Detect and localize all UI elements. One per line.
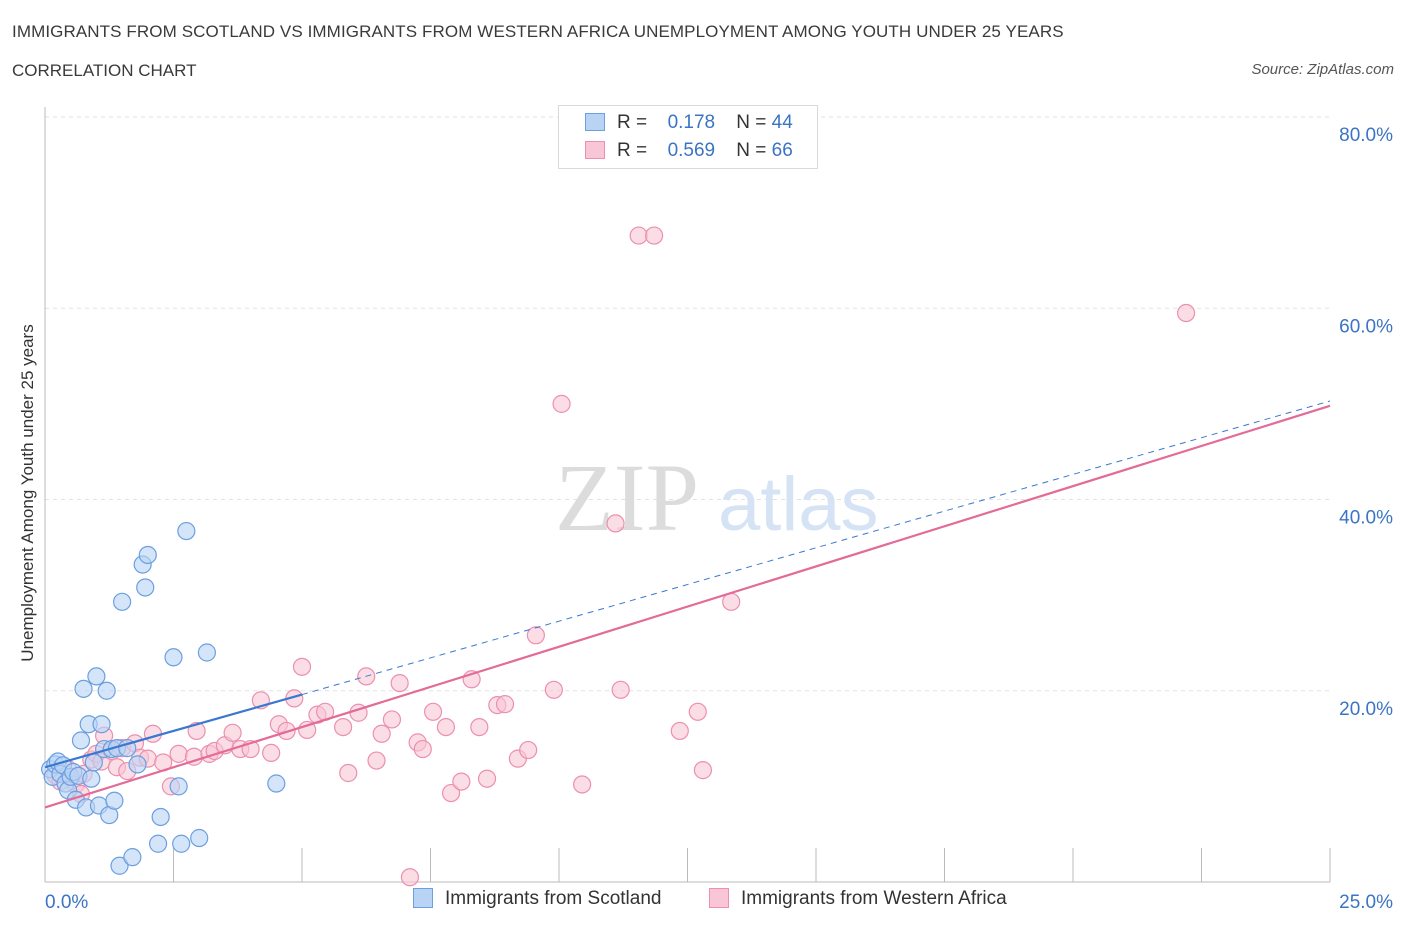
chart-title: IMMIGRANTS FROM SCOTLAND VS IMMIGRANTS F… xyxy=(12,22,1064,41)
data-point-scotland xyxy=(136,578,155,597)
data-point-western-africa xyxy=(552,394,571,413)
data-point-western-africa xyxy=(223,723,242,742)
grid-lines xyxy=(45,116,1330,692)
x-tick-label: 25.0% xyxy=(1339,892,1393,913)
chart-subtitle: CORRELATION CHART xyxy=(12,61,197,80)
data-point-scotland xyxy=(172,834,191,853)
data-point-western-africa xyxy=(169,744,188,763)
data-point-western-africa xyxy=(477,769,497,788)
data-point-western-africa xyxy=(372,724,391,743)
y-axis-label: Unemployment Among Youth under 25 years xyxy=(18,324,37,662)
data-point-western-africa xyxy=(519,740,538,760)
axes xyxy=(44,107,1331,883)
trend-line-western-africa xyxy=(44,404,1331,809)
data-point-western-africa xyxy=(390,673,409,693)
data-point-scotland xyxy=(92,715,111,734)
data-point-scotland xyxy=(148,834,168,853)
data-point-western-africa xyxy=(441,783,461,803)
watermark-atlas: atlas xyxy=(718,462,879,547)
trend-line-scotland xyxy=(44,693,303,769)
data-point-scotland xyxy=(110,856,129,875)
data-point-western-africa xyxy=(1176,303,1196,323)
legend-row-western-africa: R = 0.569 N = 66 xyxy=(585,140,793,164)
data-point-scotland xyxy=(74,679,93,698)
data-point-western-africa xyxy=(339,763,358,783)
data-point-scotland xyxy=(169,777,188,796)
legend-r-label: R = xyxy=(617,112,648,133)
data-point-scotland xyxy=(138,545,157,565)
data-point-scotland xyxy=(267,774,286,793)
data-point-scotland xyxy=(190,828,209,848)
data-point-western-africa xyxy=(688,702,707,721)
legend-swatch-western-africa xyxy=(585,141,605,159)
data-point-scotland xyxy=(151,807,170,827)
watermark-zip: ZIP xyxy=(555,444,699,551)
data-point-scotland xyxy=(123,848,142,867)
y-tick-label: 40.0% xyxy=(1339,508,1393,529)
data-point-western-africa xyxy=(400,868,420,887)
data-point-western-africa xyxy=(526,626,545,645)
watermark: ZIP atlas xyxy=(555,444,879,551)
data-point-scotland xyxy=(164,648,183,667)
bottom-legend-label-western-africa: Immigrants from Western Africa xyxy=(741,888,1007,909)
legend-r-value: 0.569 xyxy=(667,140,716,161)
data-point-western-africa xyxy=(143,724,163,743)
bottom-legend-western-africa: Immigrants from Western Africa xyxy=(709,888,1007,910)
data-point-scotland xyxy=(112,592,132,611)
data-point-western-africa xyxy=(644,226,664,245)
data-point-western-africa xyxy=(367,751,386,770)
legend-swatch-scotland xyxy=(585,113,605,131)
data-point-western-africa xyxy=(544,680,563,699)
tick-labels: 20.0% 40.0% 60.0% 80.0% 0.0% 25.0% xyxy=(45,125,1393,913)
bottom-legend-scotland: Immigrants from Scotland xyxy=(413,888,661,910)
bottom-legend-swatch-western-africa xyxy=(709,888,729,908)
data-point-western-africa xyxy=(436,717,456,737)
data-point-western-africa xyxy=(452,772,471,791)
trend-lines xyxy=(44,400,1331,809)
data-point-western-africa xyxy=(470,717,489,737)
bottom-legend-label-scotland: Immigrants from Scotland xyxy=(445,888,662,909)
data-point-western-africa xyxy=(629,226,648,245)
data-point-western-africa xyxy=(606,514,625,533)
legend-n-value: 66 xyxy=(771,140,793,161)
data-point-scotland xyxy=(105,791,124,810)
y-tick-label: 20.0% xyxy=(1339,699,1393,720)
data-point-scotland xyxy=(97,681,116,700)
data-point-western-africa xyxy=(573,775,592,794)
bottom-legend-swatch-scotland xyxy=(413,888,433,908)
series-scotland-points xyxy=(41,521,286,875)
data-point-scotland xyxy=(177,521,196,541)
data-point-western-africa xyxy=(693,761,713,780)
legend-r-label: R = xyxy=(617,140,648,161)
data-point-western-africa xyxy=(611,680,630,699)
y-tick-label: 80.0% xyxy=(1339,125,1393,146)
legend-n-value: 44 xyxy=(771,112,793,133)
data-point-scotland xyxy=(128,755,147,774)
data-point-scotland xyxy=(71,731,91,750)
correlation-legend: R = 0.178 N = 44 R = 0.569 N = 66 xyxy=(558,105,818,169)
x-tick-label: 0.0% xyxy=(45,892,88,913)
data-point-western-africa xyxy=(413,739,432,759)
data-point-scotland xyxy=(82,769,101,788)
legend-r-value: 0.178 xyxy=(667,112,716,133)
series-western-africa-points xyxy=(46,226,1196,887)
data-point-scotland xyxy=(87,667,106,686)
y-tick-label: 60.0% xyxy=(1339,316,1393,337)
legend-row-scotland: R = 0.178 N = 44 xyxy=(585,112,793,136)
data-point-western-africa xyxy=(382,710,402,729)
data-point-western-africa xyxy=(292,657,312,676)
data-point-western-africa xyxy=(495,695,515,714)
source-label: Source: ZipAtlas.com xyxy=(1251,61,1394,78)
data-point-western-africa xyxy=(262,743,281,763)
trend-line-scotland xyxy=(301,400,1331,696)
legend-n-label: N = xyxy=(736,140,767,161)
data-point-western-africa xyxy=(423,702,443,721)
data-point-scotland xyxy=(197,643,217,662)
legend-n-label: N = xyxy=(736,112,767,133)
data-point-western-africa xyxy=(670,721,689,741)
data-point-western-africa xyxy=(334,717,353,737)
